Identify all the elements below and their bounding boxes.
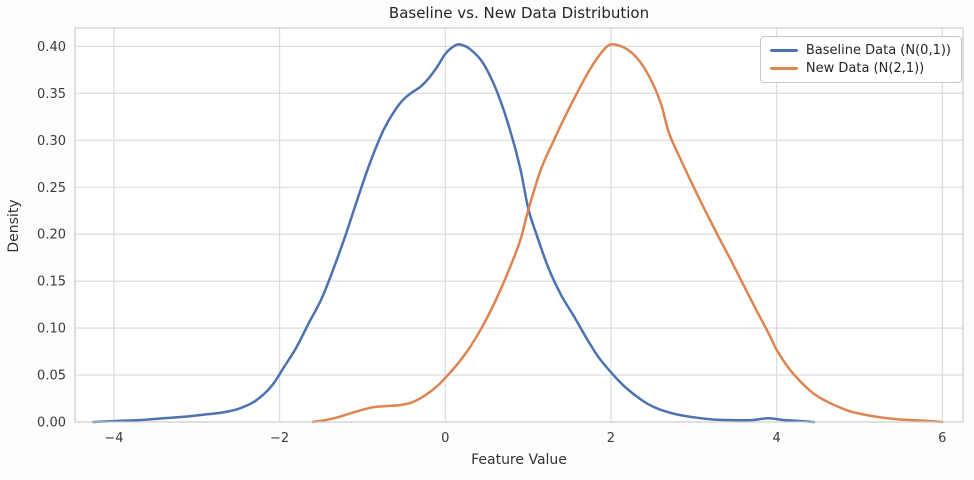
legend-item-new-data: New Data (N(2,1)) (769, 61, 951, 76)
plot-area-background (75, 28, 963, 422)
chart-title: Baseline vs. New Data Distribution (388, 4, 650, 22)
tick-labels: −4 −2 0 2 4 6 0.00 0.05 0.10 0.15 0.20 0.25 0.30 0.35… (37, 40, 946, 446)
kde-curve-new-data-n-2-1 (311, 43, 944, 424)
x-tick-label-−2: −2 (270, 431, 289, 446)
x-tick-label-6: 6 (938, 431, 946, 446)
series-layer (91, 43, 944, 424)
y-tick-label-0.00: 0.00 (37, 416, 66, 431)
x-tick-label-0: 0 (441, 431, 449, 446)
kde-curve-baseline-data-n-0-1 (91, 43, 816, 424)
legend-label-baseline: Baseline Data (N(0,1)) (805, 43, 951, 58)
y-axis-label: Density (6, 199, 22, 253)
plot-background (75, 28, 963, 422)
legend-line-sample-new-data-icon (769, 67, 798, 70)
y-tick-label-0.30: 0.30 (37, 134, 66, 149)
y-tick-label-0.20: 0.20 (37, 228, 66, 243)
legend-line-sample-baseline-icon (769, 49, 798, 52)
x-tick-label-−4: −4 (104, 431, 123, 446)
x-tick-label-2: 2 (607, 431, 615, 446)
legend: Baseline Data (N(0,1)) New Data (N(2,1)) (759, 36, 962, 83)
legend-item-baseline: Baseline Data (N(0,1)) (769, 43, 951, 58)
y-tick-label-0.15: 0.15 (37, 275, 66, 290)
legend-label-new-data: New Data (N(2,1)) (805, 61, 925, 76)
axes-border (74, 27, 964, 423)
y-tick-label-0.25: 0.25 (37, 181, 66, 196)
y-tick-label-0.40: 0.40 (37, 40, 66, 55)
y-tick-label-0.10: 0.10 (37, 322, 66, 337)
x-axis-label: Feature Value (471, 452, 567, 468)
x-tick-label-4: 4 (772, 431, 780, 446)
axes-spines (74, 27, 964, 423)
y-tick-label-0.35: 0.35 (37, 87, 66, 102)
y-tick-label-0.05: 0.05 (37, 369, 66, 384)
